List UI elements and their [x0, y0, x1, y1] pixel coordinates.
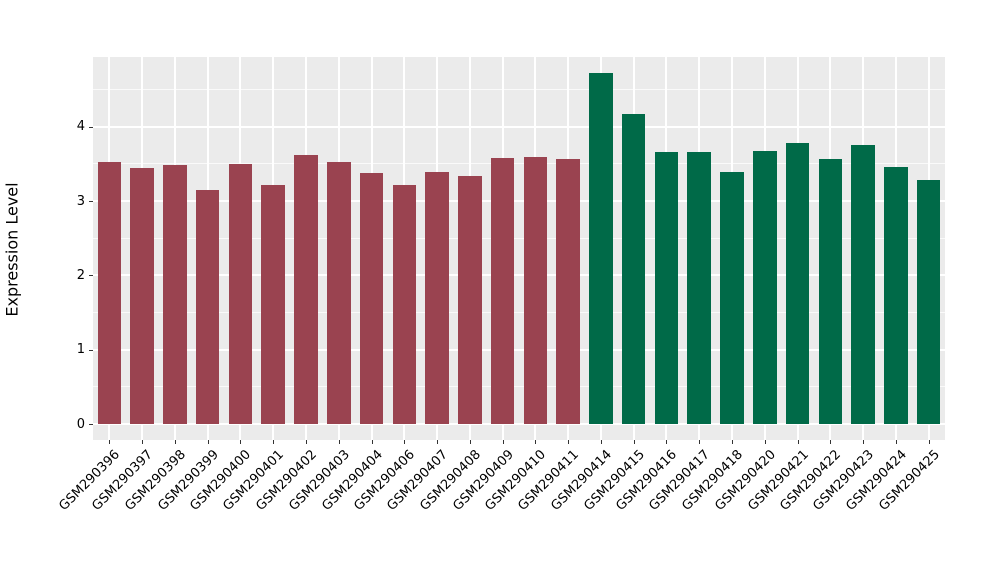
bar-layer	[93, 57, 945, 440]
y-tick	[89, 275, 93, 277]
bar	[163, 165, 187, 424]
bar	[392, 184, 417, 424]
bar	[97, 161, 122, 424]
x-tick	[764, 440, 766, 444]
h-gridline-minor	[93, 89, 945, 91]
h-gridline-minor	[93, 312, 945, 314]
x-tick	[404, 440, 406, 444]
bar	[785, 143, 810, 424]
x-tick	[600, 440, 602, 444]
h-gridline-minor	[93, 237, 945, 239]
x-tick	[306, 440, 307, 444]
x-tick	[699, 440, 701, 444]
y-tick-label: 4	[76, 119, 85, 135]
h-gridline-major	[93, 423, 945, 425]
bar	[261, 184, 285, 424]
bar	[621, 114, 646, 424]
bar	[195, 189, 220, 424]
bar	[720, 172, 744, 424]
bar	[818, 158, 843, 424]
bar	[130, 168, 154, 424]
x-tick	[207, 440, 209, 444]
x-tick	[502, 440, 504, 444]
x-tick	[174, 440, 176, 444]
y-tick-label: 2	[76, 267, 85, 283]
y-tick-label: 3	[76, 193, 85, 209]
bar	[294, 155, 318, 424]
bar	[654, 152, 679, 424]
x-tick	[273, 440, 275, 444]
x-tick	[535, 440, 537, 444]
x-tick	[830, 440, 832, 444]
bar	[228, 163, 253, 424]
x-tick	[437, 440, 439, 444]
x-tick	[338, 440, 340, 444]
x-tick	[371, 440, 373, 444]
x-tick	[633, 440, 635, 444]
h-gridline-major	[93, 274, 945, 277]
bar	[556, 158, 580, 424]
bar	[884, 166, 908, 424]
x-tick	[666, 440, 668, 444]
bar	[687, 152, 711, 424]
x-tick	[863, 440, 865, 444]
y-axis-title: Expression Level	[2, 182, 22, 317]
x-tick	[928, 440, 930, 444]
y-tick	[89, 126, 93, 128]
bar	[327, 162, 351, 424]
bar	[753, 151, 777, 424]
x-tick	[142, 440, 144, 444]
y-tick	[89, 201, 93, 203]
y-tick	[89, 349, 93, 351]
h-gridline-major	[93, 125, 945, 128]
x-tick	[732, 440, 733, 444]
bar	[458, 175, 482, 424]
x-tick	[469, 440, 471, 444]
x-tick	[895, 440, 897, 444]
x-tick	[240, 440, 242, 444]
x-tick	[568, 440, 570, 444]
bar	[523, 156, 548, 424]
h-gridline-minor	[93, 386, 945, 388]
bar	[490, 158, 515, 424]
bar	[425, 172, 449, 424]
bar	[851, 145, 875, 424]
bar	[359, 172, 384, 424]
x-tick	[797, 440, 799, 444]
bar	[589, 73, 613, 424]
x-tick	[109, 440, 111, 444]
h-gridline-minor	[93, 163, 945, 165]
y-tick-label: 1	[76, 342, 85, 358]
bar	[916, 179, 941, 424]
h-gridline-major	[93, 200, 945, 203]
plot-area	[93, 57, 945, 440]
y-tick	[89, 424, 93, 425]
y-tick-label: 0	[76, 416, 85, 432]
h-gridline-major	[93, 348, 945, 351]
